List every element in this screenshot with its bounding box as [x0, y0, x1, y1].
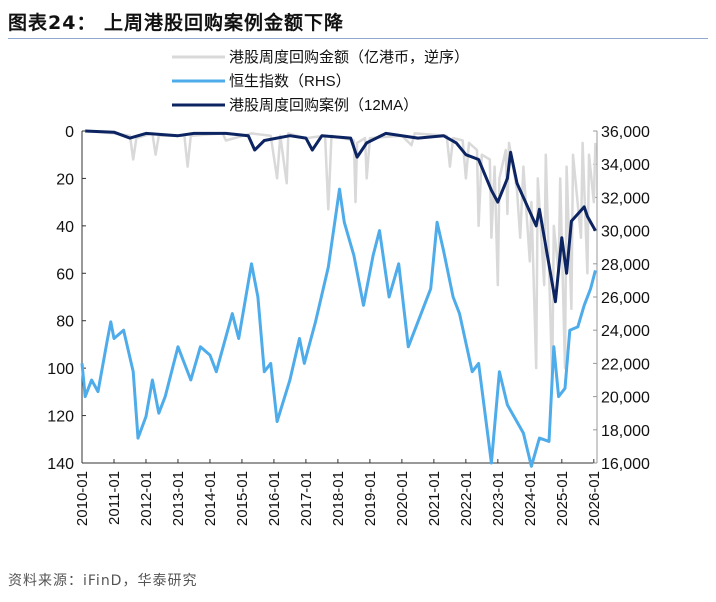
right-tick-label: 18,000: [601, 423, 650, 440]
right-tick-label: 24,000: [601, 323, 650, 340]
left-tick-label: 80: [56, 314, 74, 331]
x-tick-label: 2023-01: [490, 471, 507, 526]
x-tick-label: 2011-01: [106, 471, 123, 525]
x-tick-label: 2018-01: [330, 471, 347, 526]
left-tick-label: 20: [56, 171, 74, 188]
right-tick-label: 20,000: [601, 390, 650, 407]
right-tick-label: 32,000: [601, 190, 650, 207]
right-tick-label: 26,000: [601, 290, 650, 307]
x-tick-label: 2017-01: [298, 471, 315, 526]
left-tick-label: 60: [56, 266, 74, 283]
x-tick-label: 2019-01: [362, 471, 379, 526]
x-tick-label: 2025-01: [554, 471, 571, 526]
figure-title: 图表24： 上周港股回购案例金额下降: [8, 12, 345, 34]
x-tick-label: 2022-01: [458, 471, 475, 526]
x-tick-label: 2015-01: [234, 471, 251, 526]
legend-label: 港股周度回购金额（亿港币，逆序）: [229, 49, 469, 66]
right-tick-label: 30,000: [601, 224, 650, 241]
series-line-1: [85, 129, 597, 382]
left-tick-label: 120: [47, 409, 74, 426]
right-tick-label: 16,000: [601, 456, 650, 473]
legend-label: 港股周度回购案例（12MA）: [229, 96, 418, 114]
x-tick-label: 2012-01: [138, 471, 155, 526]
title-divider: [8, 38, 708, 39]
legend-label: 恒生指数（RHS）: [229, 73, 351, 90]
series-line-2: [80, 187, 597, 468]
source-note: 资料来源：iFinD，华泰研究: [8, 573, 198, 589]
x-tick-label: 2014-01: [202, 471, 219, 526]
left-tick-label: 100: [47, 361, 74, 378]
x-tick-label: 2024-01: [522, 471, 539, 526]
x-tick-label: 2016-01: [266, 471, 283, 526]
right-tick-label: 34,000: [601, 157, 650, 174]
x-tick-label: 2010-01: [74, 471, 91, 526]
left-tick-label: 40: [56, 219, 74, 236]
left-tick-label: 140: [47, 456, 74, 473]
x-tick-label: 2021-01: [426, 471, 443, 526]
left-tick-label: 0: [65, 124, 74, 141]
x-tick-label: 2013-01: [170, 471, 187, 526]
right-tick-label: 28,000: [601, 257, 650, 274]
right-tick-label: 36,000: [601, 124, 650, 141]
series-line-3: [85, 129, 597, 304]
x-tick-label: 2026-01: [586, 471, 603, 526]
x-tick-label: 2020-01: [394, 471, 411, 526]
right-tick-label: 22,000: [601, 356, 650, 373]
